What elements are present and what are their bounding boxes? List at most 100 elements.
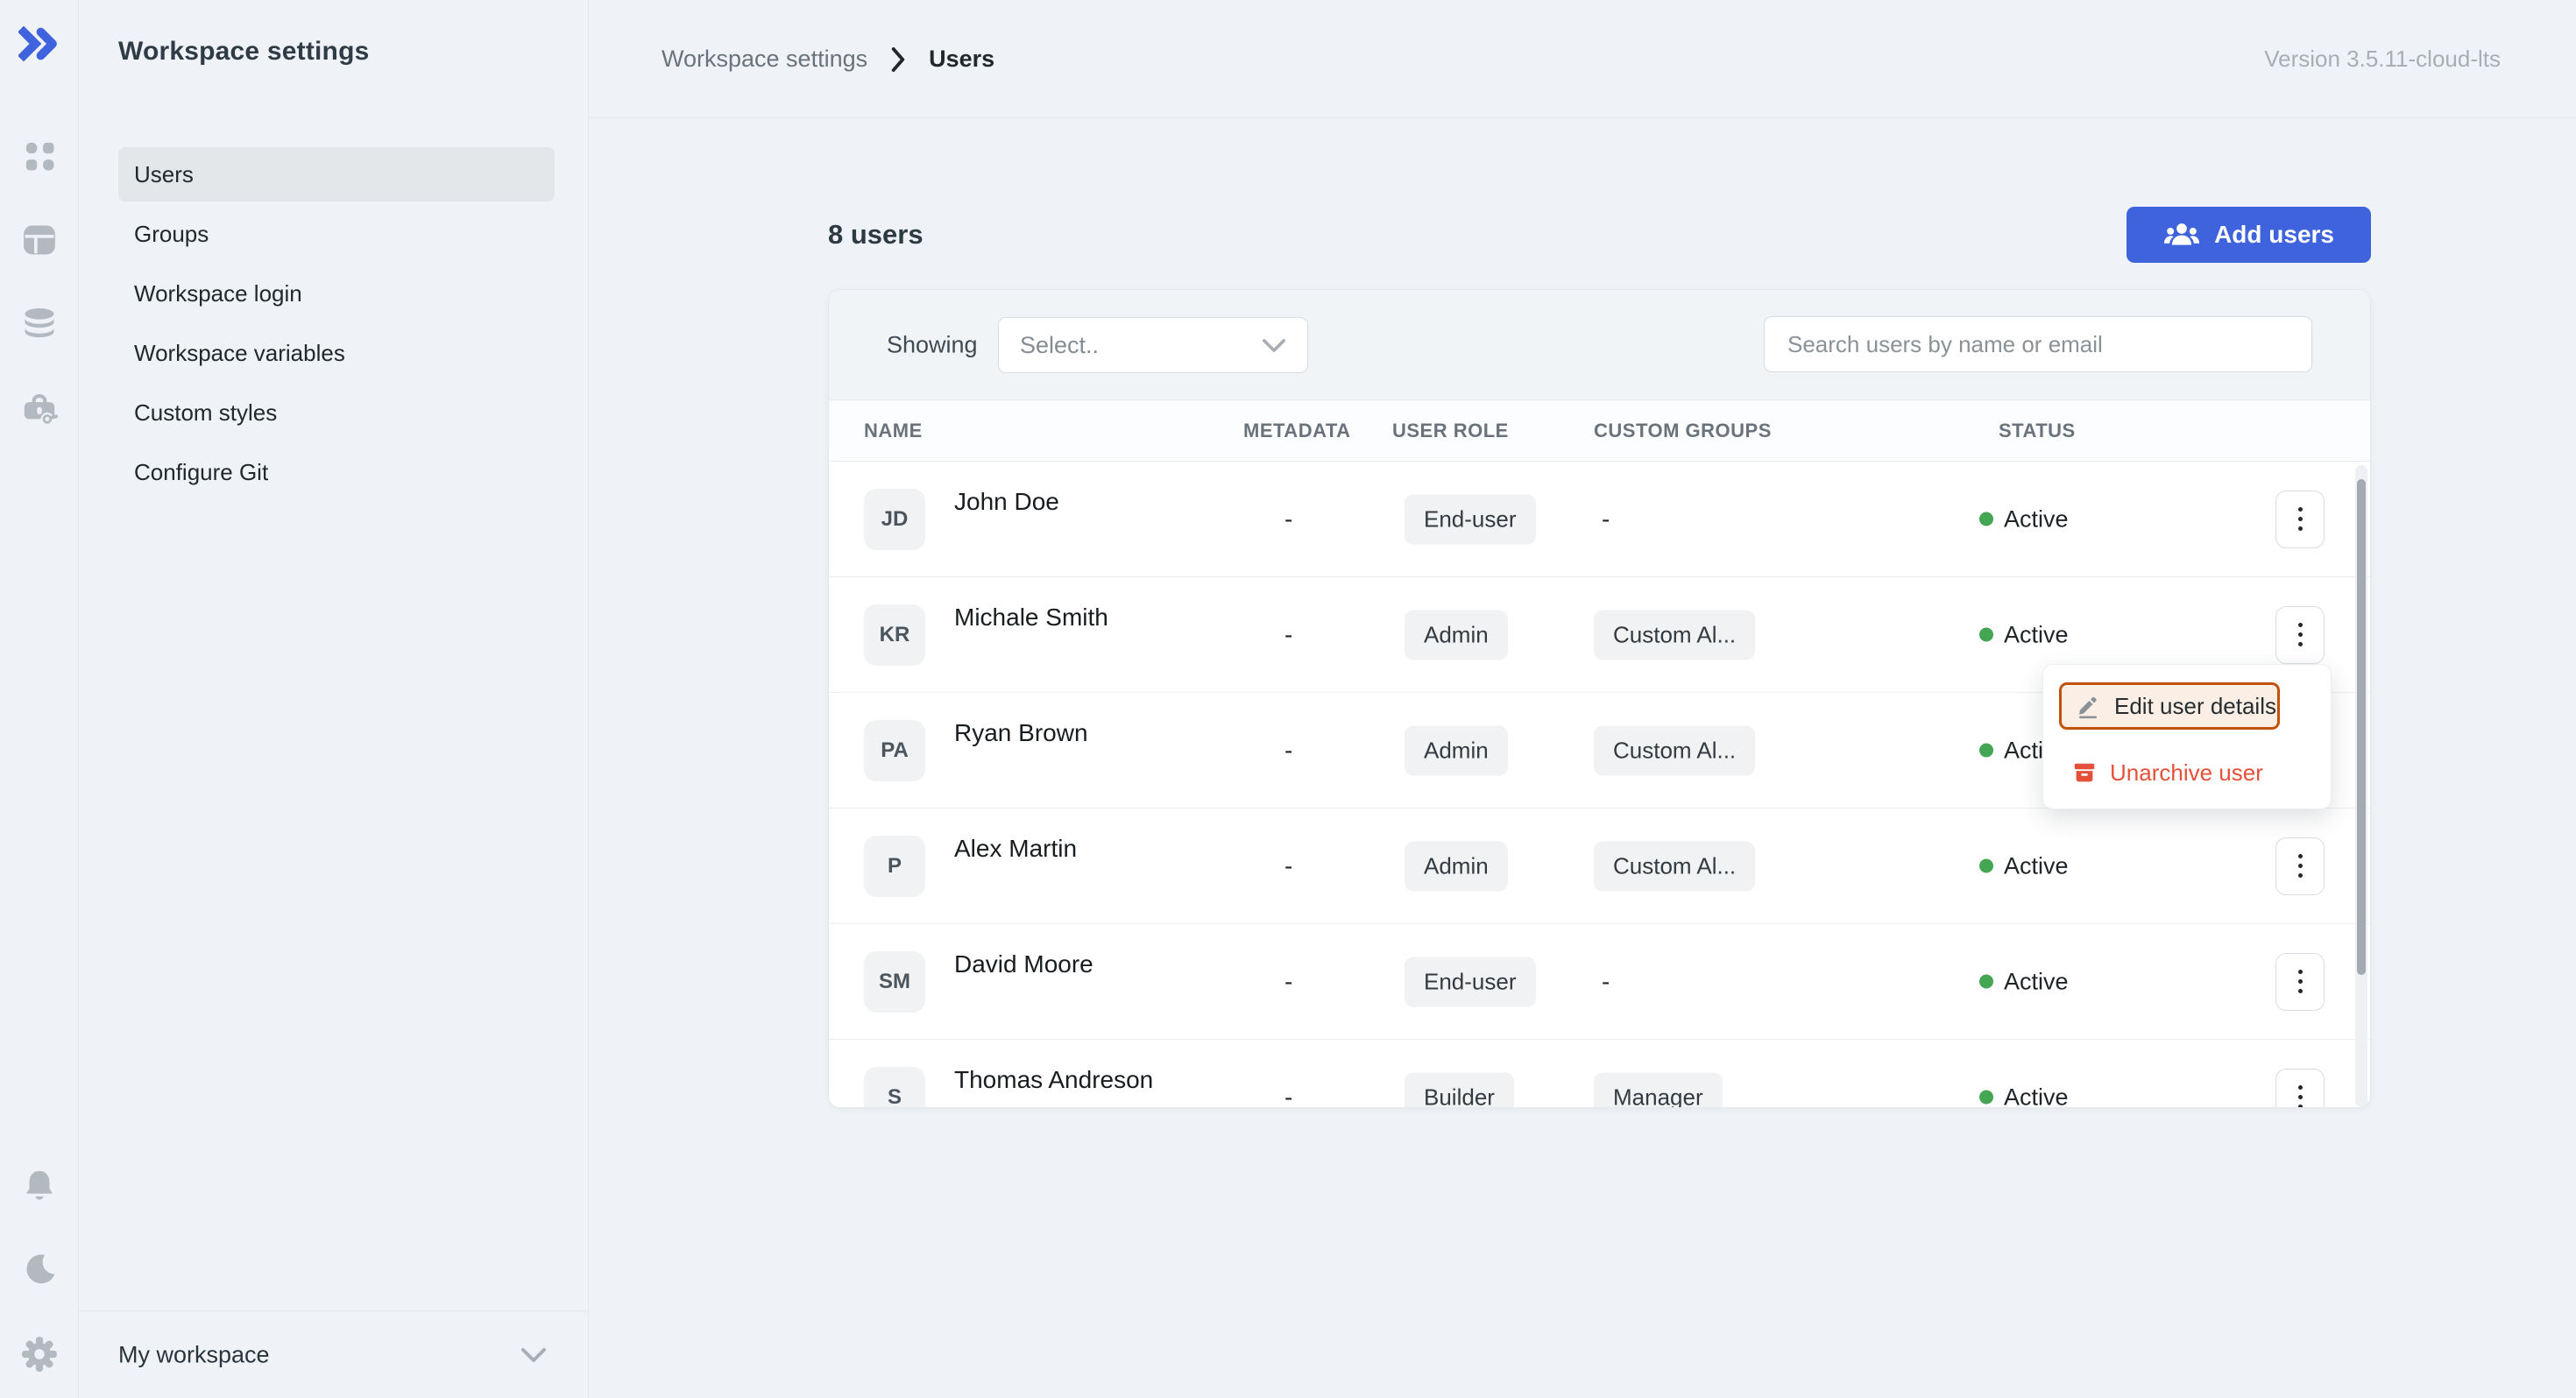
unarchive-box-icon bbox=[2071, 759, 2098, 786]
edit-user-details-label: Edit user details bbox=[2114, 692, 2276, 719]
users-count: 8 users bbox=[828, 219, 924, 250]
user-name: Thomas Andreson bbox=[954, 1066, 1154, 1093]
status-label: Active bbox=[2004, 968, 2069, 994]
edit-user-details-item[interactable]: Edit user details bbox=[2059, 682, 2280, 730]
sidebar-item-configure-git[interactable]: Configure Git bbox=[134, 459, 269, 485]
breadcrumb-users: Users bbox=[929, 46, 995, 72]
settings-menu: Users Groups Workspace login Workspace v… bbox=[118, 147, 555, 505]
column-header-custom-groups: CUSTOM GROUPS bbox=[1594, 419, 1772, 441]
workspace-switcher-label: My workspace bbox=[118, 1341, 270, 1367]
user-role-badge: Admin bbox=[1405, 610, 1508, 660]
table-row: S Thomas Andreson - Builder Manager Acti… bbox=[829, 1040, 2370, 1108]
avatar: P bbox=[864, 835, 925, 897]
layout-pages-icon[interactable] bbox=[20, 221, 59, 259]
settings-gear-icon[interactable] bbox=[20, 1335, 59, 1373]
status-cell: Active bbox=[1979, 621, 2069, 648]
icon-rail bbox=[0, 0, 79, 1398]
search-input[interactable] bbox=[1764, 316, 2312, 372]
custom-groups-value: - bbox=[1602, 505, 1610, 533]
sidebar-item-workspace-variables[interactable]: Workspace variables bbox=[134, 340, 345, 366]
user-name: John Doe bbox=[954, 488, 1059, 515]
status-label: Active bbox=[2004, 852, 2069, 879]
sidebar-item-groups[interactable]: Groups bbox=[134, 221, 209, 247]
row-actions-kebab-icon[interactable] bbox=[2275, 490, 2325, 548]
toolbox-constants-icon[interactable] bbox=[20, 389, 59, 427]
custom-groups-badge: Custom Al... bbox=[1594, 725, 1756, 775]
status-label: Active bbox=[2004, 621, 2069, 647]
status-label: Active bbox=[2004, 1084, 2069, 1108]
breadcrumb: Workspace settings Users bbox=[662, 0, 994, 118]
user-name: David Moore bbox=[954, 950, 1093, 978]
notifications-bell-icon[interactable] bbox=[20, 1167, 59, 1205]
user-name: Michale Smith bbox=[954, 604, 1108, 631]
row-actions-kebab-icon[interactable] bbox=[2275, 952, 2325, 1011]
user-role-badge: End-user bbox=[1405, 494, 1536, 544]
column-header-metadata: METADATA bbox=[1243, 419, 1351, 441]
user-metadata: - bbox=[1284, 505, 1293, 533]
sidebar-item-custom-styles[interactable]: Custom styles bbox=[134, 399, 278, 426]
sidebar-item-users[interactable]: Users bbox=[118, 147, 555, 201]
unarchive-user-label: Unarchive user bbox=[2110, 759, 2263, 786]
custom-groups-badge: Manager bbox=[1594, 1072, 1723, 1107]
user-metadata: - bbox=[1284, 620, 1293, 648]
row-actions-kebab-icon[interactable] bbox=[2275, 605, 2325, 664]
users-table-card: Showing Select.. NAME METADATA USER ROLE… bbox=[828, 289, 2371, 1108]
breadcrumb-workspace-settings[interactable]: Workspace settings bbox=[662, 46, 868, 72]
avatar: KR bbox=[864, 604, 925, 666]
breadcrumb-chevron-icon bbox=[890, 46, 906, 73]
database-icon[interactable] bbox=[20, 305, 59, 343]
table-row: SM David Moore - End-user - Active bbox=[829, 924, 2370, 1040]
column-header-name: NAME bbox=[864, 419, 923, 441]
row-actions-kebab-icon[interactable] bbox=[2275, 1068, 2325, 1107]
column-header-user-role: USER ROLE bbox=[1392, 419, 1509, 441]
version-label: Version 3.5.11-cloud-lts bbox=[2264, 46, 2501, 72]
status-cell: Active bbox=[1979, 505, 2069, 533]
avatar: PA bbox=[864, 719, 925, 781]
table-row: JD John Doe - End-user - Active bbox=[829, 462, 2370, 577]
status-dot bbox=[1979, 974, 1993, 989]
user-metadata: - bbox=[1284, 1083, 1293, 1108]
row-actions-context-menu: Edit user details Unarchive user bbox=[2042, 664, 2332, 809]
row-actions-kebab-icon[interactable] bbox=[2275, 837, 2325, 895]
user-metadata: - bbox=[1284, 851, 1293, 879]
status-cell: Active bbox=[1979, 968, 2069, 995]
table-scrollbar-track[interactable] bbox=[2355, 465, 2367, 1107]
showing-label: Showing bbox=[887, 331, 978, 357]
sidebar-item-workspace-login[interactable]: Workspace login bbox=[134, 280, 302, 307]
status-dot bbox=[1979, 1090, 1993, 1105]
status-dot bbox=[1979, 512, 1993, 526]
workspace-switcher[interactable]: My workspace bbox=[79, 1310, 589, 1398]
user-role-badge: End-user bbox=[1405, 957, 1536, 1006]
add-users-button[interactable]: Add users bbox=[2127, 207, 2371, 263]
custom-groups-badge: Custom Al... bbox=[1594, 610, 1756, 660]
status-dot bbox=[1979, 743, 1993, 758]
status-cell: Active bbox=[1979, 852, 2069, 879]
tooljet-logo-icon[interactable] bbox=[18, 23, 60, 65]
user-role-badge: Builder bbox=[1405, 1072, 1514, 1107]
avatar: JD bbox=[864, 488, 925, 550]
users-group-icon bbox=[2163, 220, 2200, 250]
table-row: P Alex Martin - Admin Custom Al... Activ… bbox=[829, 808, 2370, 924]
chevron-down-icon bbox=[1262, 338, 1286, 353]
user-role-badge: Admin bbox=[1405, 841, 1508, 891]
status-filter-select[interactable]: Select.. bbox=[998, 317, 1308, 373]
user-metadata: - bbox=[1284, 967, 1293, 995]
status-dot bbox=[1979, 627, 1993, 642]
table-scrollbar-thumb[interactable] bbox=[2357, 479, 2366, 975]
sidebar-title: Workspace settings bbox=[118, 37, 370, 66]
user-name: Ryan Brown bbox=[954, 719, 1088, 746]
user-role-badge: Admin bbox=[1405, 725, 1508, 775]
unarchive-user-item[interactable]: Unarchive user bbox=[2059, 751, 2317, 794]
dark-mode-moon-icon[interactable] bbox=[20, 1251, 59, 1289]
user-name: Alex Martin bbox=[954, 835, 1078, 862]
users-page-head: 8 users Add users bbox=[828, 207, 2371, 263]
avatar: SM bbox=[864, 950, 925, 1013]
table-body: JD John Doe - End-user - Active KR Micha… bbox=[829, 462, 2370, 1108]
custom-groups-badge: Custom Al... bbox=[1594, 841, 1756, 891]
table-header: NAME METADATA USER ROLE CUSTOM GROUPS ST… bbox=[829, 400, 2370, 462]
apps-grid-icon[interactable] bbox=[20, 137, 59, 175]
status-cell: Active bbox=[1979, 1084, 2069, 1108]
settings-sidebar: Workspace settings Users Groups Workspac… bbox=[79, 0, 589, 1398]
add-users-button-label: Add users bbox=[2214, 221, 2334, 248]
